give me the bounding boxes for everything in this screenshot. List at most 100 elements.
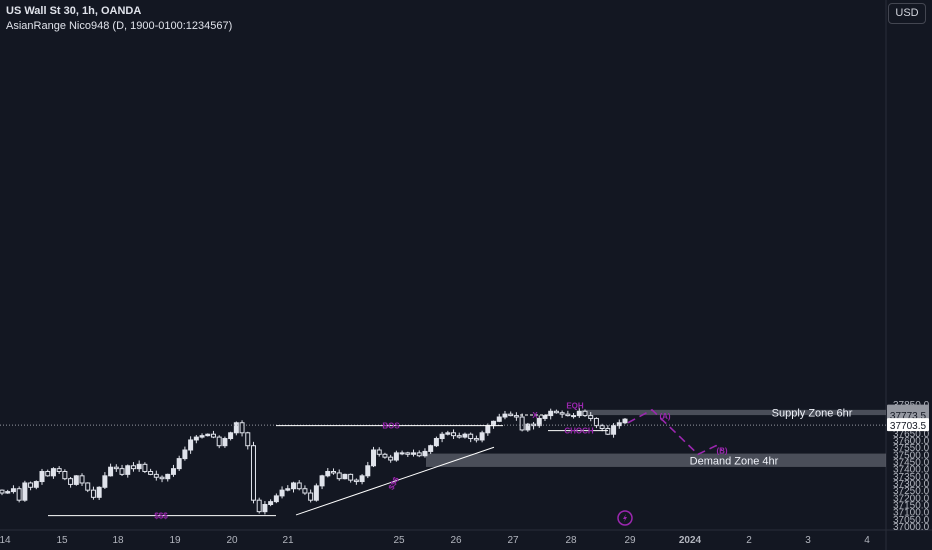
candle-body: [365, 465, 371, 477]
candle-body: [485, 425, 491, 434]
candle-body: [542, 415, 548, 419]
trendline[interactable]: [295, 446, 495, 516]
x-tick-label: 26: [450, 535, 462, 546]
candle-body: [193, 436, 199, 441]
candle-body: [256, 499, 262, 513]
candle-body: [125, 465, 131, 475]
candle-body: [285, 488, 291, 491]
candle-body: [290, 482, 296, 490]
candle-body: [405, 452, 411, 455]
candle-body: [210, 433, 216, 438]
candle-body: [393, 452, 399, 461]
annotation-label: (A): [659, 412, 670, 421]
y-tick-label: 37150.0: [893, 500, 930, 511]
candle-body: [119, 468, 125, 475]
candle-body: [319, 475, 325, 487]
candle-body: [16, 488, 22, 501]
candle-body: [165, 473, 171, 480]
candle-body: [130, 465, 136, 470]
candle-body: [96, 486, 102, 498]
y-tick-label: 37650.0: [893, 429, 930, 440]
candle-body: [56, 468, 62, 473]
candle-body: [599, 425, 605, 429]
candle-body: [342, 473, 348, 480]
candle-body: [302, 488, 308, 494]
x-tick-label: 18: [112, 535, 124, 546]
x-tick-label: 20: [226, 535, 238, 546]
candle-body: [28, 482, 34, 488]
candle-body: [525, 423, 531, 431]
candle-body: [536, 417, 542, 427]
candle-body: [90, 489, 96, 498]
candle-body: [565, 413, 571, 417]
candle-body: [199, 435, 205, 438]
candle-body: [262, 503, 268, 513]
annotation-label: X: [532, 411, 538, 420]
candle-body: [428, 445, 434, 452]
axis-layer: 37000.037050.037100.037150.037200.037250…: [0, 400, 930, 546]
candle-body: [622, 418, 628, 424]
candle-body: [519, 416, 525, 431]
chart-title: US Wall St 30, 1h, OANDA: [6, 5, 142, 17]
candle-body: [239, 422, 245, 434]
indicator-label: AsianRange Nico948 (D, 1900-0100:1234567…: [6, 20, 233, 32]
candle-body: [313, 485, 319, 501]
candle-body: [325, 471, 331, 477]
y-tick-label: 37050.0: [893, 515, 930, 526]
candle-body: [233, 422, 239, 434]
candle-body: [273, 495, 279, 503]
candle-body: [148, 471, 154, 475]
x-tick-label: 2024: [679, 535, 702, 546]
lightning-icon[interactable]: [617, 510, 633, 526]
zone-box[interactable]: [582, 409, 886, 416]
candle-body: [331, 471, 337, 474]
candles-layer: [0, 407, 628, 515]
y-tick-label: 37300.0: [893, 479, 930, 490]
price-label-box: [887, 408, 929, 422]
candle-body: [433, 438, 439, 447]
candle-body: [422, 450, 428, 457]
candle-body: [502, 413, 508, 418]
candle-body: [205, 433, 211, 437]
candle-body: [170, 468, 176, 475]
candle-body: [496, 416, 502, 422]
candle-body: [439, 433, 445, 440]
y-tick-label: 37100.0: [893, 508, 930, 519]
candle-body: [85, 482, 91, 491]
candle-body: [68, 478, 74, 485]
candle-body: [371, 449, 377, 467]
candle-body: [376, 449, 382, 455]
annotation-label: CHOCH: [564, 427, 594, 436]
zone-box[interactable]: [426, 453, 886, 467]
y-tick-label: 37400.0: [893, 465, 930, 476]
price-label-box: [887, 418, 929, 432]
candle-body: [508, 413, 514, 417]
x-tick-label: 4: [864, 535, 870, 546]
y-tick-label: 37000.0: [893, 522, 930, 533]
candle-body: [102, 475, 108, 488]
candle-body: [22, 482, 28, 501]
candle-body: [33, 481, 39, 488]
candle-body: [479, 432, 485, 441]
x-tick-label: 19: [169, 535, 181, 546]
x-tick-label: 29: [624, 535, 636, 546]
candle-body: [559, 412, 565, 415]
candle-body: [348, 473, 354, 481]
annotation-label: BOS: [382, 422, 400, 431]
candle-body: [10, 488, 16, 493]
candle-body: [5, 491, 11, 494]
currency-button[interactable]: USD: [888, 3, 926, 24]
candle-body: [176, 458, 182, 470]
candle-body: [279, 489, 285, 497]
candle-body: [62, 471, 68, 480]
candle-body: [605, 427, 611, 435]
candle-body: [188, 439, 194, 451]
candle-body: [45, 471, 51, 477]
candle-body: [593, 417, 599, 427]
candle-body: [382, 453, 388, 458]
candle-body: [308, 492, 314, 501]
x-tick-label: 3: [805, 535, 811, 546]
projection-path[interactable]: [627, 408, 723, 456]
candle-body: [268, 501, 274, 505]
